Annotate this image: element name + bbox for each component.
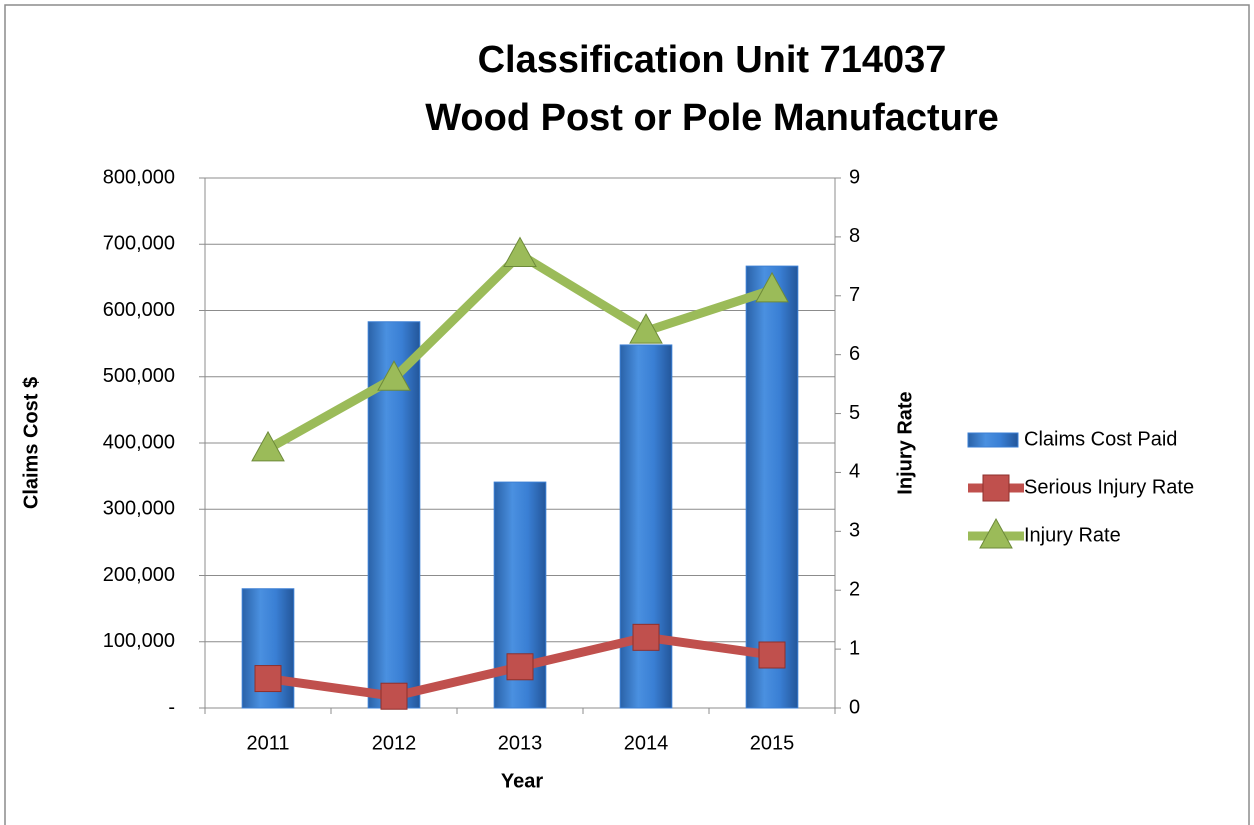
y-tick-label: 800,000: [103, 166, 175, 188]
x-axis-title: Year: [501, 770, 543, 792]
marker: [251, 430, 285, 462]
x-tick-label: 2012: [372, 732, 417, 754]
legend-swatch: [967, 432, 1019, 448]
y-tick-label: 200,000: [103, 564, 175, 586]
y-tick-label: 100,000: [103, 630, 175, 652]
x-tick-label: 2011: [246, 732, 289, 754]
x-tick-label: 2015: [750, 732, 795, 754]
marker: [380, 682, 408, 710]
chart-subtitle: Wood Post or Pole Manufacture: [425, 97, 999, 139]
y2-tick-label: 2: [849, 579, 860, 601]
y-tick-label: 400,000: [103, 431, 175, 453]
legend-marker: [979, 517, 1013, 549]
marker: [377, 360, 411, 391]
x-tick-label: 2013: [498, 732, 543, 754]
marker: [758, 641, 786, 669]
y2-tick-label: 8: [849, 225, 860, 247]
legend-label: Injury Rate: [1024, 524, 1121, 546]
y-tick-label: 300,000: [103, 498, 175, 520]
y-tick-label: -: [168, 696, 175, 718]
marker: [629, 313, 663, 344]
legend-label: Serious Injury Rate: [1024, 476, 1194, 498]
y2-tick-label: 6: [849, 343, 860, 365]
y2-tick-label: 7: [849, 284, 860, 306]
bar: [619, 344, 673, 709]
chart-title: Classification Unit 714037: [478, 39, 947, 81]
x-tick-label: 2014: [624, 732, 669, 754]
y2-tick-label: 4: [849, 461, 860, 483]
y2-tick-label: 9: [849, 166, 860, 188]
y-tick-label: 600,000: [103, 299, 175, 321]
y-tick-label: 500,000: [103, 365, 175, 387]
y2-tick-label: 1: [849, 637, 860, 659]
y2-tick-label: 0: [849, 696, 860, 718]
marker: [506, 653, 534, 681]
marker: [755, 271, 789, 303]
legend-marker: [982, 474, 1010, 502]
marker: [503, 236, 537, 268]
y-axis-title: Claims Cost $: [20, 377, 42, 509]
y2-tick-label: 5: [849, 402, 860, 424]
y2-axis-title: Injury Rate: [894, 391, 916, 494]
y2-tick-label: 3: [849, 520, 860, 542]
marker: [254, 665, 282, 693]
legend-label: Claims Cost Paid: [1024, 428, 1177, 450]
bar: [745, 265, 799, 709]
marker: [632, 623, 660, 651]
y-tick-label: 700,000: [103, 233, 175, 255]
